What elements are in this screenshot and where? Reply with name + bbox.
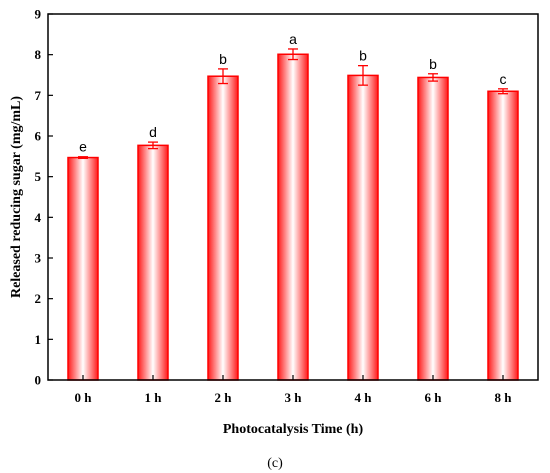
chart-marks: 0 1 2 3 4 5 6 7 8 9 e 0 h d 1 h b 2 h a 3 h b 4 h b 6 h c 8 h xyxy=(35,7,519,405)
significance-label: a xyxy=(289,31,297,47)
x-tick-label: 6 h xyxy=(425,390,443,405)
significance-label: e xyxy=(79,139,87,155)
y-tick-label: 3 xyxy=(35,251,42,266)
y-tick-label: 8 xyxy=(35,47,42,62)
bar xyxy=(67,156,99,381)
plot-frame xyxy=(47,13,539,381)
y-axis-title: Released reducing sugar (mg/mL) xyxy=(9,96,24,298)
bar xyxy=(207,75,239,381)
x-tick-label: 1 h xyxy=(145,390,163,405)
significance-label: b xyxy=(219,51,227,67)
y-tick-label: 7 xyxy=(35,88,42,103)
significance-label: c xyxy=(500,71,507,87)
x-tick-label: 8 h xyxy=(495,390,513,405)
y-tick-label: 1 xyxy=(35,332,42,347)
x-tick-label: 4 h xyxy=(355,390,373,405)
x-tick-label: 2 h xyxy=(215,390,233,405)
y-tick-label: 9 xyxy=(35,7,42,22)
bar xyxy=(277,53,309,381)
significance-label: d xyxy=(149,124,157,140)
x-axis-title: Photocatalysis Time (h) xyxy=(223,422,364,437)
bar xyxy=(137,144,169,381)
y-tick-label: 4 xyxy=(35,210,42,225)
significance-label: b xyxy=(359,48,367,64)
panel-label: (c) xyxy=(267,456,283,471)
bar xyxy=(347,74,379,381)
y-tick-label: 6 xyxy=(35,129,42,144)
x-tick-label: 0 h xyxy=(75,390,93,405)
bar xyxy=(487,90,519,381)
x-tick-label: 3 h xyxy=(285,390,303,405)
significance-label: b xyxy=(429,56,437,72)
y-tick-label: 0 xyxy=(35,373,42,388)
y-tick-label: 5 xyxy=(35,169,42,184)
bar xyxy=(417,76,449,381)
y-tick-label: 2 xyxy=(35,291,42,306)
